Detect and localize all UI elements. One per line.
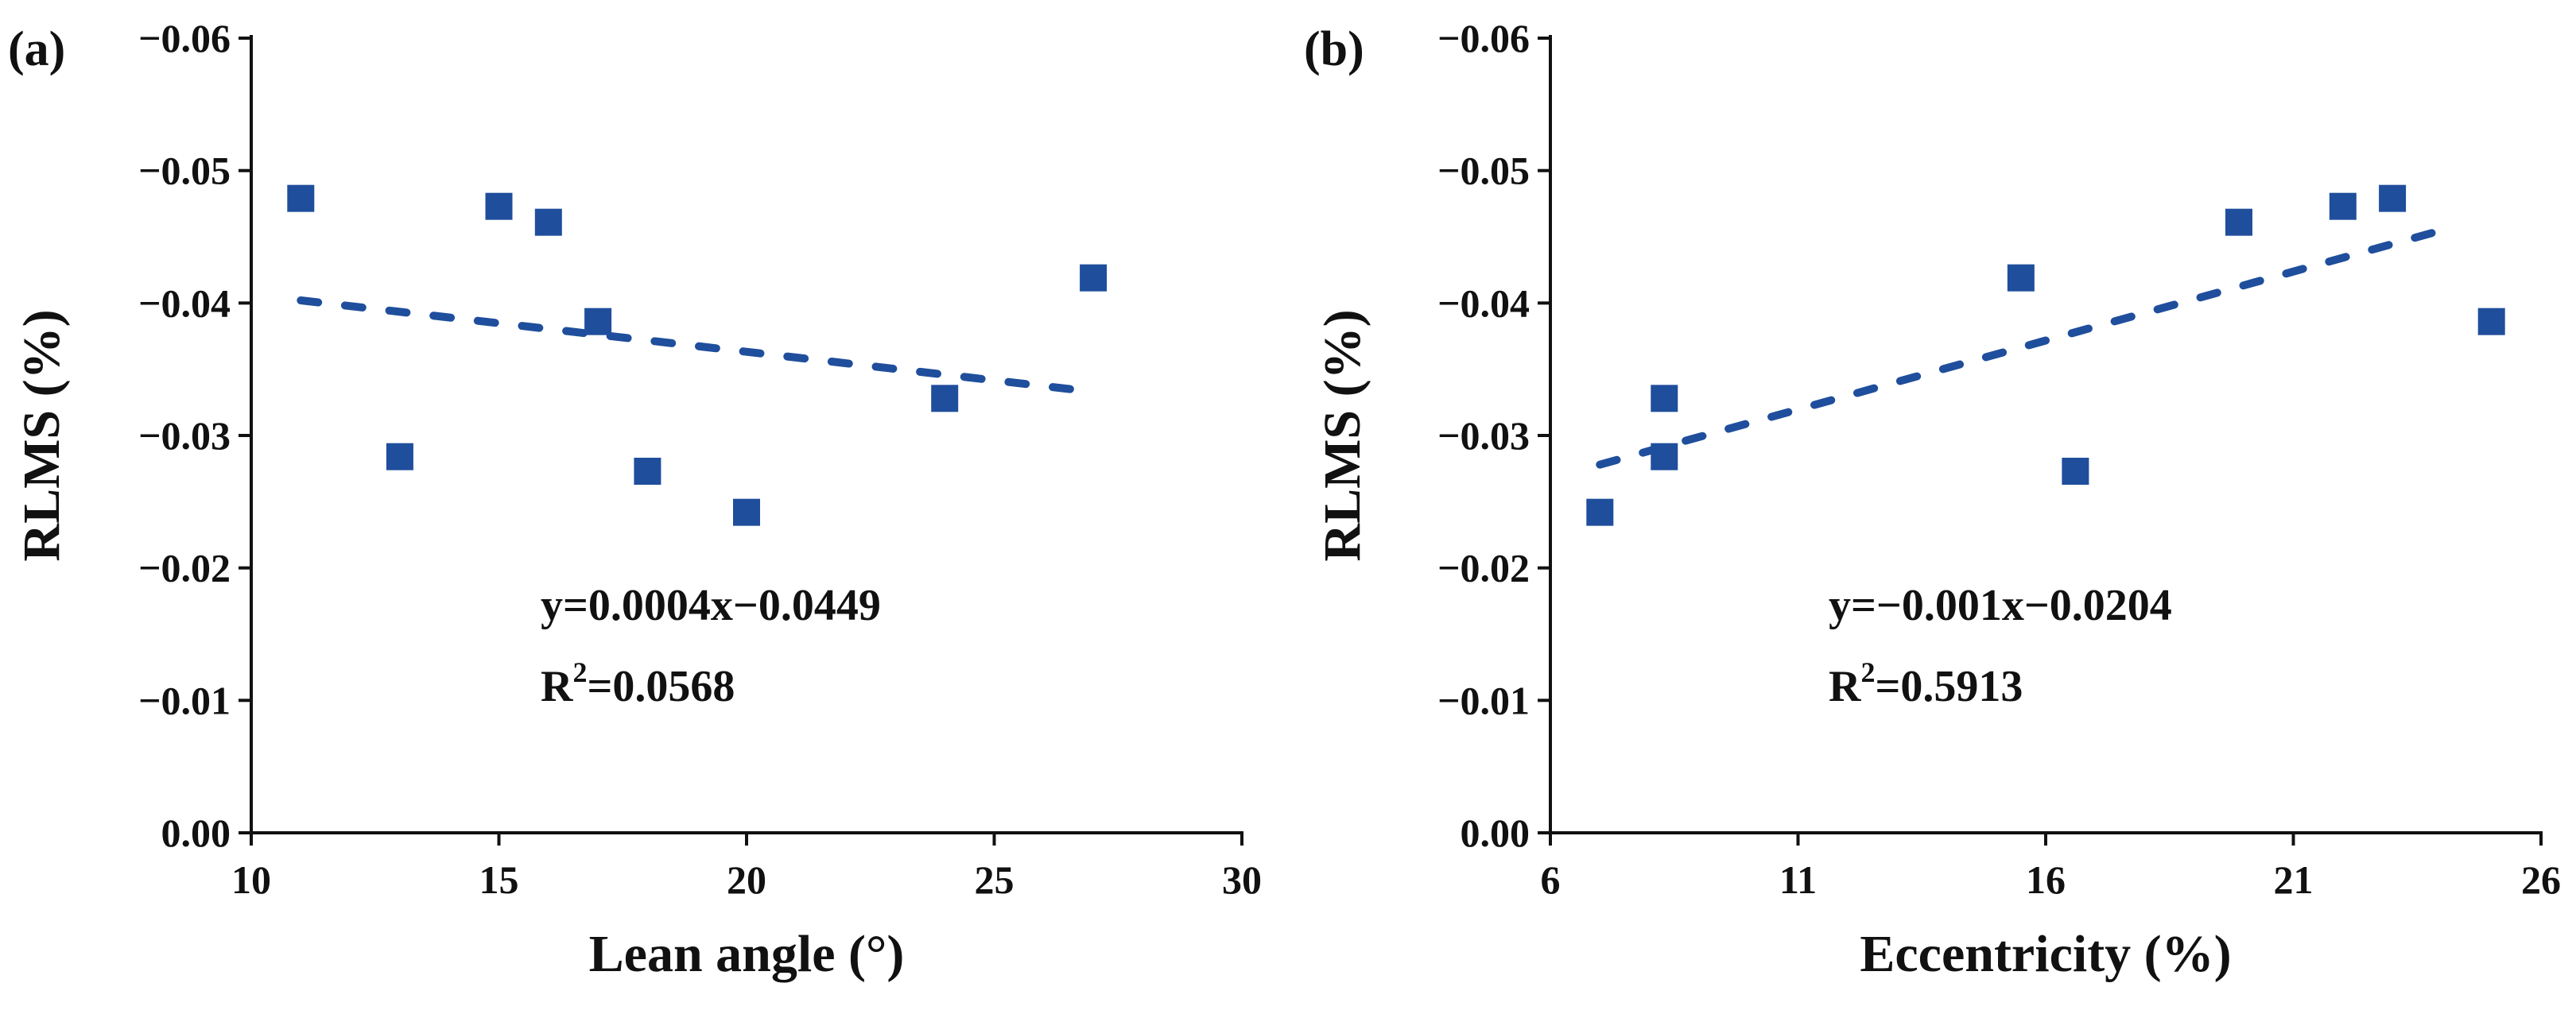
data-point-b-8 — [2379, 184, 2407, 212]
regression-equation-a: y=0.0004x−0.0449 — [541, 581, 881, 630]
data-point-b-1 — [1586, 498, 1614, 526]
y-tick-label-b: −0.06 — [1437, 16, 1530, 60]
regression-equation-b: y=−0.001x−0.0204 — [1829, 581, 2172, 630]
y-tick-label-a: −0.02 — [138, 546, 231, 590]
data-point-a-1 — [287, 184, 315, 212]
y-tick-label-a: −0.05 — [138, 149, 231, 193]
y-tick-label-b: 0.00 — [1461, 811, 1530, 855]
x-tick-label-a: 25 — [975, 857, 1014, 902]
y-tick-label-b: −0.05 — [1437, 149, 1530, 193]
y-tick-label-b: −0.02 — [1437, 546, 1530, 590]
x-tick-label-a: 15 — [479, 857, 519, 902]
y-tick-label-b: −0.01 — [1437, 678, 1530, 722]
r-squared-value-a: =0.0568 — [587, 662, 735, 711]
x-tick-label-b: 16 — [2026, 857, 2066, 902]
y-tick-label-a: −0.03 — [138, 413, 231, 458]
y-tick-label-a: −0.01 — [138, 678, 231, 722]
r-squared-superscript-a: 2 — [572, 656, 587, 688]
panel-a-chart: (a) 0.00 −0.01 −0.02 −0.03 −0.04 −0.05 −0.06 10 1… — [8, 16, 1262, 983]
trendline-b — [1596, 226, 2446, 469]
r-squared-b: R2=0.5913 — [1829, 656, 2023, 711]
x-axis-title-a: Lean angle (°) — [589, 925, 905, 983]
panel-label-b: (b) — [1304, 22, 1364, 76]
x-tick-label-b: 21 — [2274, 857, 2314, 902]
data-point-a-5 — [584, 308, 612, 335]
data-point-b-2 — [1651, 385, 1678, 412]
trendline-a — [297, 296, 1098, 396]
y-tick-label-a: −0.04 — [138, 281, 231, 325]
y-tick-label-a: −0.06 — [138, 16, 231, 60]
data-point-b-9 — [2477, 308, 2505, 335]
data-point-b-7 — [2329, 192, 2357, 220]
r-squared-symbol-a: R — [541, 662, 573, 711]
x-tick-label-b: 11 — [1779, 857, 1817, 902]
x-tick-label-b: 6 — [1541, 857, 1561, 902]
x-tick-label-b: 26 — [2521, 857, 2561, 902]
data-point-a-9 — [1080, 264, 1108, 292]
y-tick-label-a: 0.00 — [161, 811, 231, 855]
y-axis-title-b: RLMS (%) — [1313, 309, 1371, 561]
data-point-a-6 — [634, 458, 661, 485]
r-squared-a: R2=0.0568 — [541, 656, 735, 711]
r-squared-superscript-b: 2 — [1860, 656, 1875, 688]
data-point-b-4 — [2007, 264, 2035, 292]
y-tick-label-b: −0.04 — [1437, 281, 1530, 325]
x-tick-label-a: 30 — [1222, 857, 1262, 902]
data-point-a-2 — [386, 443, 413, 470]
data-point-a-7 — [733, 498, 760, 526]
r-squared-symbol-b: R — [1829, 662, 1861, 711]
y-axis-title-a: RLMS (%) — [13, 309, 71, 561]
panel-label-a: (a) — [8, 22, 65, 76]
panel-b-chart: (b) 0.00 −0.01 −0.02 −0.03 −0.04 −0.05 −0.06 6 11… — [1304, 16, 2561, 983]
data-point-b-3 — [1651, 443, 1678, 470]
data-point-b-5 — [2062, 458, 2089, 485]
data-point-b-6 — [2225, 208, 2252, 236]
data-point-a-4 — [534, 208, 562, 236]
data-point-a-3 — [485, 192, 513, 220]
r-squared-value-b: =0.5913 — [1875, 662, 2023, 711]
y-tick-label-b: −0.03 — [1437, 413, 1530, 458]
data-point-a-8 — [931, 385, 959, 412]
x-axis-title-b: Eccentricity (%) — [1860, 925, 2231, 983]
x-tick-label-a: 20 — [727, 857, 766, 902]
x-tick-label-a: 10 — [231, 857, 271, 902]
